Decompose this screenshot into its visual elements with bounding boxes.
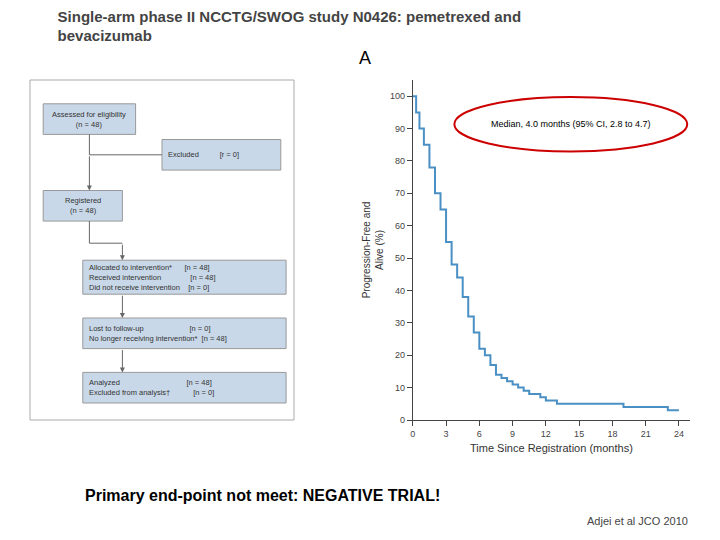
- svg-text:Lost to follow-up: Lost to follow-up [n = 0]No longer recei…: [89, 324, 227, 343]
- svg-text:Allocated to intervention*: Allocated to intervention* [n = 48]Recei…: [89, 263, 216, 292]
- svg-text:60: 60: [395, 221, 405, 231]
- svg-text:0: 0: [400, 415, 405, 425]
- svg-text:9: 9: [510, 429, 515, 439]
- svg-text:Adjei et al JCO 2010: Adjei et al JCO 2010: [587, 515, 688, 527]
- svg-text:Progression-Free andAlive (%): Progression-Free andAlive (%): [361, 202, 385, 299]
- svg-text:A: A: [359, 48, 371, 68]
- svg-text:6: 6: [477, 429, 482, 439]
- svg-text:70: 70: [395, 188, 405, 198]
- svg-text:18: 18: [607, 429, 617, 439]
- svg-text:20: 20: [395, 350, 405, 360]
- svg-text:30: 30: [395, 318, 405, 328]
- svg-text:Excluded [r = 0]: Excluded [r = 0]: [168, 150, 239, 159]
- svg-text:Assessed for eligibility(n = 4: Assessed for eligibility(n = 48): [52, 110, 126, 129]
- svg-text:Time Since Registration (month: Time Since Registration (months): [470, 442, 633, 454]
- svg-text:80: 80: [395, 156, 405, 166]
- svg-text:21: 21: [641, 429, 651, 439]
- svg-text:Primary end-point not meet: NE: Primary end-point not meet: NEGATIVE TRI…: [85, 487, 440, 504]
- svg-text:90: 90: [395, 124, 405, 134]
- svg-text:0: 0: [410, 429, 415, 439]
- svg-text:50: 50: [395, 253, 405, 263]
- svg-text:Registered(n = 48): Registered(n = 48): [65, 196, 101, 215]
- svg-text:3: 3: [444, 429, 449, 439]
- svg-text:12: 12: [541, 429, 551, 439]
- svg-text:Single-arm phase II NCCTG/SWOG: Single-arm phase II NCCTG/SWOG study N04…: [58, 8, 521, 45]
- svg-text:Median, 4.0 months (95% CI, 2.: Median, 4.0 months (95% CI, 2.8 to 4.7): [491, 119, 651, 129]
- svg-text:15: 15: [574, 429, 584, 439]
- svg-text:40: 40: [395, 286, 405, 296]
- svg-text:100: 100: [390, 91, 405, 101]
- svg-text:24: 24: [674, 429, 684, 439]
- svg-text:Analyzed: Analyzed [n = 48]Excluded from analysis†…: [89, 378, 214, 397]
- svg-text:10: 10: [395, 383, 405, 393]
